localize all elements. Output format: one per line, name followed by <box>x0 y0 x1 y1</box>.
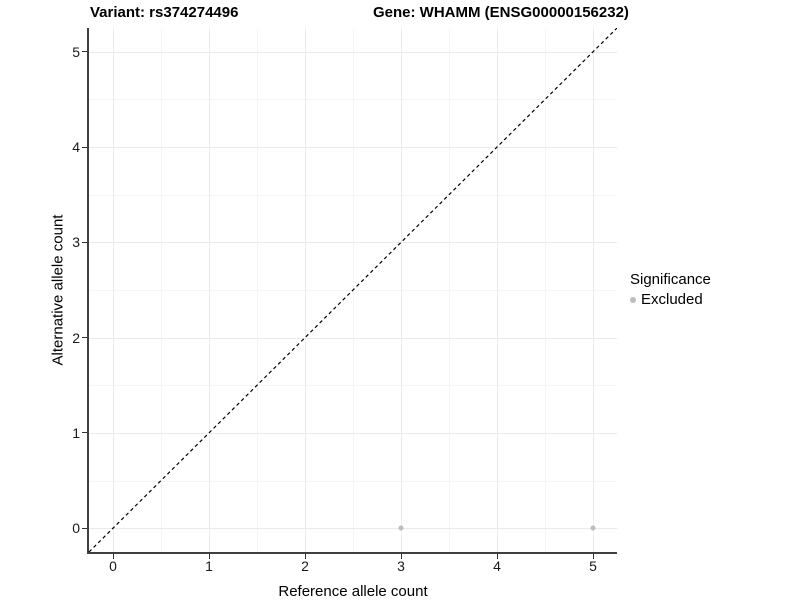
y-tick-mark <box>82 146 87 148</box>
y-axis-title: Alternative allele count <box>49 214 67 366</box>
y-tick-label: 0 <box>72 520 80 537</box>
y-tick-mark <box>82 337 87 339</box>
y-major-gridline <box>89 242 617 244</box>
x-tick-mark <box>496 554 498 559</box>
y-tick-mark <box>82 527 87 529</box>
x-tick-mark <box>112 554 114 559</box>
y-major-gridline <box>89 337 617 339</box>
y-major-gridline <box>89 432 617 434</box>
x-tick-label: 3 <box>397 558 405 574</box>
variant-title: Variant: rs374274496 <box>90 4 239 21</box>
y-minor-gridline <box>89 99 617 101</box>
legend-entry-excluded: Excluded <box>630 291 711 308</box>
x-tick-mark <box>208 554 210 559</box>
y-tick-mark <box>82 241 87 243</box>
x-tick-label: 1 <box>205 558 213 574</box>
x-tick-mark <box>400 554 402 559</box>
data-point <box>590 525 596 531</box>
legend-entry-label: Excluded <box>641 291 703 308</box>
x-axis-line <box>87 552 617 554</box>
x-tick-label: 4 <box>493 558 501 574</box>
plot-panel <box>89 28 617 552</box>
x-tick-label: 0 <box>109 558 117 574</box>
legend-title: Significance <box>630 271 711 288</box>
x-major-gridline <box>113 28 114 552</box>
x-axis-title: Reference allele count <box>278 583 428 600</box>
y-major-gridline <box>89 147 617 149</box>
y-tick-mark <box>82 432 87 434</box>
y-tick-mark <box>82 51 87 53</box>
x-major-gridline <box>209 28 210 552</box>
x-tick-label: 5 <box>589 558 597 574</box>
y-minor-gridline <box>89 194 617 196</box>
legend: Significance Excluded <box>630 271 711 308</box>
x-major-gridline <box>401 28 402 552</box>
x-major-gridline <box>305 28 306 552</box>
y-minor-gridline <box>89 385 617 387</box>
y-axis-line <box>87 28 89 554</box>
x-tick-mark <box>304 554 306 559</box>
legend-point-icon <box>630 296 636 303</box>
y-minor-gridline <box>89 480 617 482</box>
y-major-gridline <box>89 51 617 53</box>
y-tick-label: 3 <box>72 234 80 251</box>
x-major-gridline <box>497 28 498 552</box>
x-tick-label: 2 <box>301 558 309 574</box>
y-tick-label: 4 <box>72 139 80 156</box>
data-point <box>398 525 404 531</box>
y-tick-label: 2 <box>72 329 80 346</box>
x-tick-mark <box>592 554 594 559</box>
gene-title: Gene: WHAMM (ENSG00000156232) <box>373 4 629 21</box>
identity-line <box>89 28 617 552</box>
y-tick-label: 1 <box>72 424 80 441</box>
y-major-gridline <box>89 528 617 530</box>
x-major-gridline <box>593 28 594 552</box>
y-tick-label: 5 <box>72 43 80 60</box>
